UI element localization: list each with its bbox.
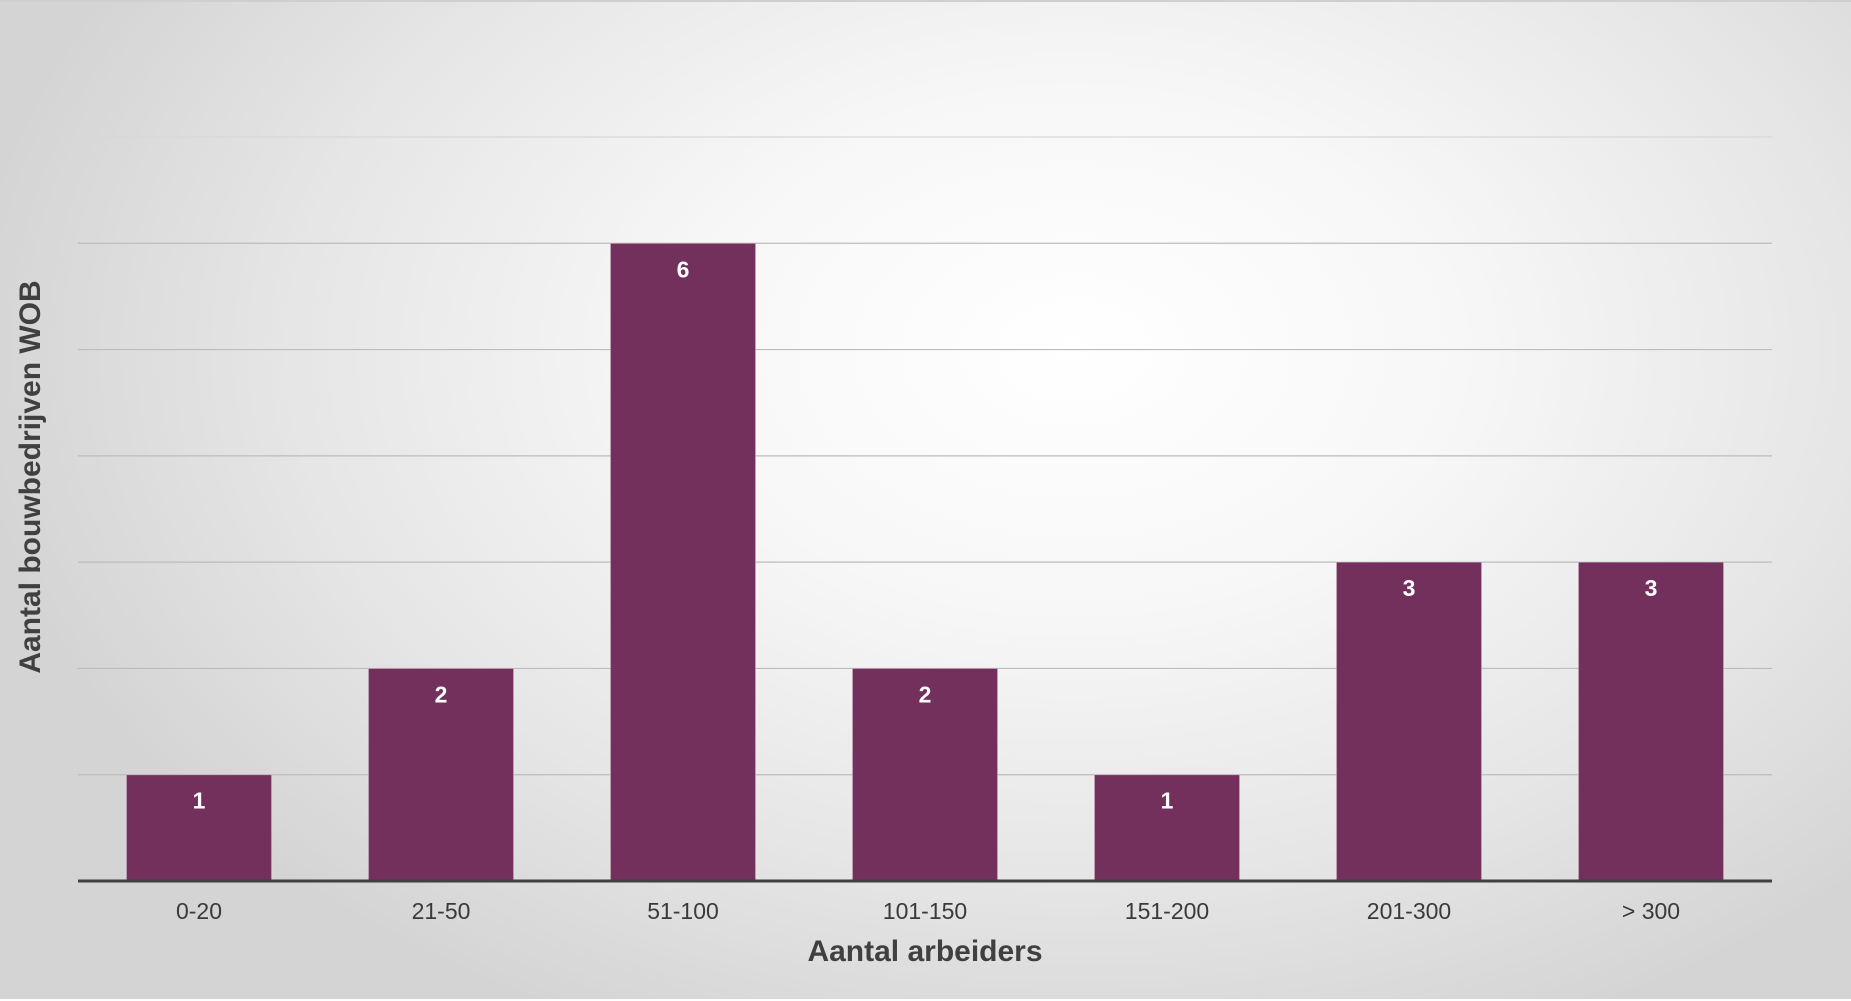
x-tick-label: > 300 — [1622, 898, 1680, 924]
bar — [609, 242, 757, 882]
x-tick-labels: 0-20 21-50 51-100 101-150 151-200 201-300 > 30… — [176, 898, 1680, 924]
data-label: 1 — [193, 788, 206, 814]
x-tick-label: 201-300 — [1367, 898, 1451, 924]
x-tick-label: 21-50 — [412, 898, 471, 924]
bars — [125, 242, 1725, 882]
gridlines — [78, 136, 1772, 776]
bar — [1335, 561, 1483, 882]
data-labels: 1 2 6 2 1 3 3 — [193, 256, 1658, 813]
x-tick-label: 101-150 — [883, 898, 967, 924]
bar — [367, 667, 515, 882]
x-tick-label: 51-100 — [647, 898, 719, 924]
y-axis-title: Aantal bouwbedrijven WOB — [14, 280, 47, 673]
x-tick-label: 151-200 — [1125, 898, 1209, 924]
x-axis-title: Aantal arbeiders — [807, 935, 1042, 968]
bar — [1093, 774, 1241, 882]
data-label: 2 — [919, 681, 932, 707]
data-label: 3 — [1403, 575, 1416, 601]
data-label: 2 — [435, 681, 448, 707]
bar — [851, 667, 999, 882]
data-label: 3 — [1645, 575, 1658, 601]
bar — [1577, 561, 1725, 882]
x-tick-label: 0-20 — [176, 898, 222, 924]
data-label: 6 — [677, 256, 690, 282]
data-label: 1 — [1161, 788, 1174, 814]
